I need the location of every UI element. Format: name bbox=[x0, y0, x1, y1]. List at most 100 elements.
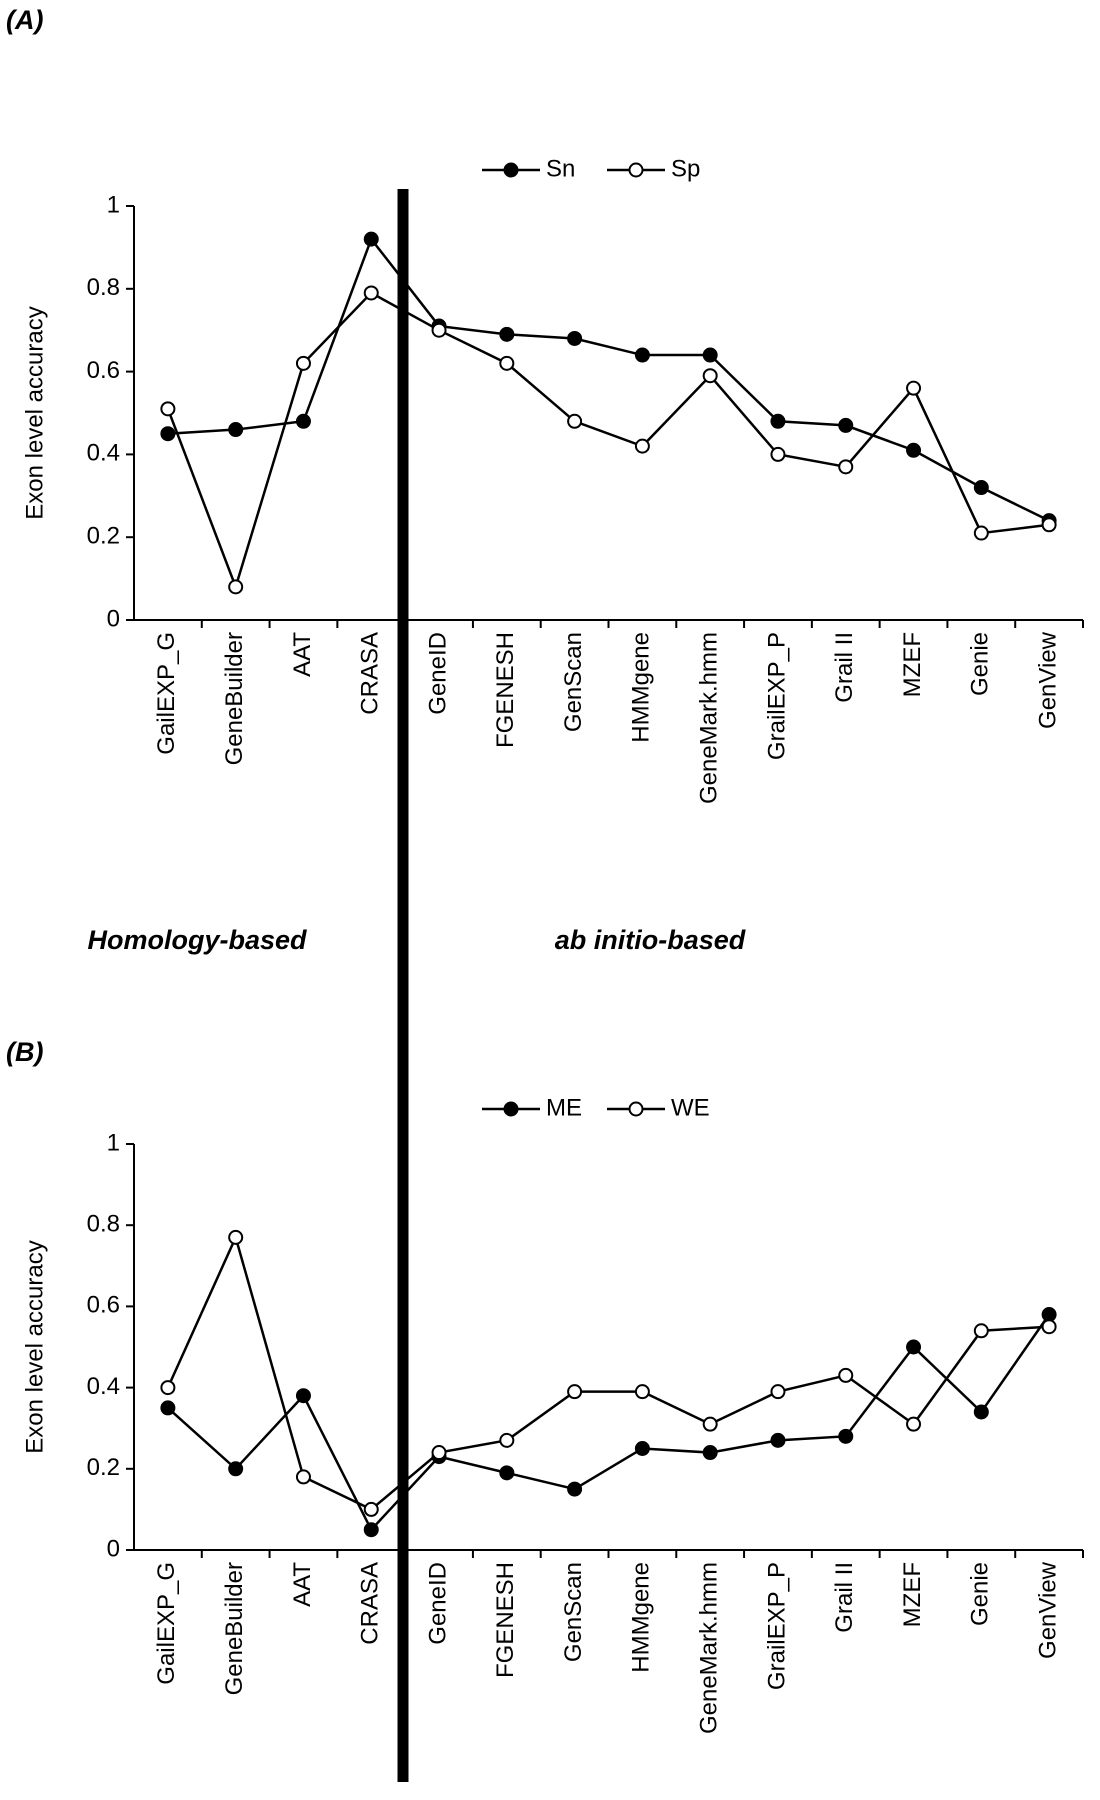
legend-label: Sp bbox=[671, 155, 700, 182]
x-tick-label: GailEXP_G bbox=[153, 1562, 180, 1685]
x-tick-label: GailEXP_G bbox=[153, 632, 180, 755]
data-point bbox=[770, 446, 786, 462]
data-point bbox=[634, 347, 650, 363]
y-tick-label: 0.4 bbox=[87, 1373, 120, 1400]
data-point bbox=[363, 231, 379, 247]
y-tick-label: 0.4 bbox=[87, 440, 120, 467]
x-tick-label: Grail II bbox=[831, 632, 858, 703]
data-point bbox=[770, 413, 786, 429]
x-tick-label: CRASA bbox=[357, 1562, 384, 1645]
data-point bbox=[838, 459, 854, 475]
data-point bbox=[363, 285, 379, 301]
x-tick-label: GeneBuilder bbox=[221, 1562, 248, 1695]
data-point bbox=[634, 1384, 650, 1400]
data-point bbox=[567, 330, 583, 346]
legend-label: ME bbox=[546, 1094, 582, 1121]
y-tick-label: 0.8 bbox=[87, 274, 120, 301]
x-tick-label: AAT bbox=[289, 632, 316, 677]
data-point bbox=[838, 1428, 854, 1444]
data-point bbox=[634, 1441, 650, 1456]
x-tick-label: GeneID bbox=[424, 632, 451, 715]
panel-label: (A) bbox=[6, 5, 43, 35]
annotation: ab initio-based bbox=[555, 925, 746, 955]
data-point bbox=[160, 401, 176, 417]
x-tick-label: GeneBuilder bbox=[221, 632, 248, 765]
y-axis-label: Exon level accuracy bbox=[21, 306, 48, 519]
x-tick-label: GenView bbox=[1034, 1561, 1061, 1659]
y-tick-label: 1 bbox=[107, 191, 120, 218]
data-point bbox=[499, 326, 515, 342]
x-tick-label: Genie bbox=[967, 1562, 994, 1626]
data-point bbox=[228, 1461, 244, 1477]
data-point bbox=[906, 380, 922, 396]
data-point bbox=[431, 322, 447, 338]
data-point bbox=[160, 1400, 176, 1416]
data-point bbox=[228, 1229, 244, 1245]
data-point bbox=[906, 1416, 922, 1432]
legend-marker bbox=[503, 1101, 519, 1117]
data-point bbox=[295, 1469, 311, 1485]
data-point bbox=[160, 1380, 176, 1396]
legend-marker bbox=[628, 1101, 644, 1117]
data-point bbox=[973, 525, 989, 541]
legend-marker bbox=[628, 162, 644, 178]
y-tick-label: 0.2 bbox=[87, 1454, 120, 1481]
y-tick-label: 0.2 bbox=[87, 523, 120, 550]
x-tick-label: GeneMark.hmm bbox=[696, 1562, 723, 1734]
data-point bbox=[973, 1404, 989, 1420]
data-point bbox=[295, 355, 311, 371]
data-point bbox=[567, 1384, 583, 1400]
legend-label: Sn bbox=[546, 155, 575, 182]
data-point bbox=[702, 368, 718, 384]
x-tick-label: CRASA bbox=[357, 632, 384, 715]
data-point bbox=[906, 1339, 922, 1355]
panel-label: (B) bbox=[6, 1037, 43, 1067]
data-point bbox=[1041, 1319, 1057, 1335]
data-point bbox=[363, 1501, 379, 1517]
series-line bbox=[167, 236, 1050, 522]
data-point bbox=[1041, 1307, 1057, 1323]
x-tick-label: GeneMark.hmm bbox=[696, 632, 723, 804]
data-point bbox=[499, 1432, 515, 1448]
data-point bbox=[906, 442, 922, 458]
x-tick-label: Genie bbox=[967, 632, 994, 696]
data-point bbox=[770, 1432, 786, 1448]
x-tick-label: MZEF bbox=[899, 632, 926, 697]
data-point bbox=[499, 1465, 515, 1481]
data-point bbox=[567, 1481, 583, 1497]
annotation: Homology-based bbox=[87, 925, 307, 955]
series-line bbox=[167, 1313, 1051, 1532]
x-tick-label: GenScan bbox=[560, 632, 587, 732]
x-tick-label: GenScan bbox=[560, 1562, 587, 1662]
x-tick-label: FGENESH bbox=[492, 632, 519, 748]
data-point bbox=[1041, 517, 1057, 533]
x-tick-label: GenView bbox=[1034, 631, 1061, 729]
data-point bbox=[838, 1367, 854, 1383]
x-tick-label: GeneID bbox=[424, 1562, 451, 1645]
x-tick-label: GrailEXP_P bbox=[763, 632, 790, 760]
data-point bbox=[973, 480, 989, 496]
data-point bbox=[431, 1445, 447, 1461]
data-point bbox=[702, 1445, 718, 1461]
y-axis-label: Exon level accuracy bbox=[21, 1240, 48, 1453]
data-point bbox=[634, 438, 650, 454]
data-point bbox=[363, 1522, 379, 1538]
y-tick-label: 0.6 bbox=[87, 357, 120, 384]
data-point bbox=[567, 413, 583, 429]
data-point bbox=[973, 1323, 989, 1339]
y-tick-label: 0.6 bbox=[87, 1292, 120, 1319]
data-point bbox=[228, 422, 244, 438]
legend-marker bbox=[503, 162, 519, 178]
x-tick-label: Grail II bbox=[831, 1562, 858, 1633]
series-line bbox=[166, 1233, 1050, 1511]
y-tick-label: 0 bbox=[107, 1535, 120, 1562]
data-point bbox=[770, 1384, 786, 1400]
data-point bbox=[702, 1416, 718, 1432]
y-tick-label: 0.8 bbox=[87, 1211, 120, 1238]
legend-label: WE bbox=[671, 1094, 710, 1121]
data-point bbox=[702, 347, 718, 363]
data-point bbox=[295, 1388, 311, 1404]
x-tick-label: GrailEXP_P bbox=[763, 1562, 790, 1690]
